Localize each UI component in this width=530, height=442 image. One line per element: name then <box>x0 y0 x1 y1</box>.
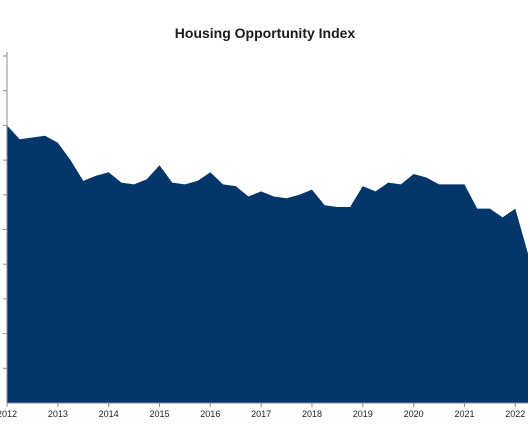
x-tick-label: 2019 <box>353 409 373 419</box>
chart-title: Housing Opportunity Index <box>175 25 356 41</box>
x-tick-label: 2014 <box>99 409 119 419</box>
x-tick-label: 2015 <box>149 409 169 419</box>
plot-area: 2012 2013 2014 2015 2016 2017 2018 2019 2020 2021… <box>0 52 528 419</box>
area-series <box>7 125 528 404</box>
x-tick-label: 2018 <box>302 409 322 419</box>
x-tick-label: 2013 <box>48 409 68 419</box>
x-tick-label: 2017 <box>251 409 271 419</box>
x-tick-label: 2020 <box>404 409 424 419</box>
x-tick-label: 2022 <box>505 409 525 419</box>
x-tick-label: 2012 <box>0 409 17 419</box>
x-tick-label: 2021 <box>454 409 474 419</box>
x-tick-label: 2016 <box>200 409 220 419</box>
